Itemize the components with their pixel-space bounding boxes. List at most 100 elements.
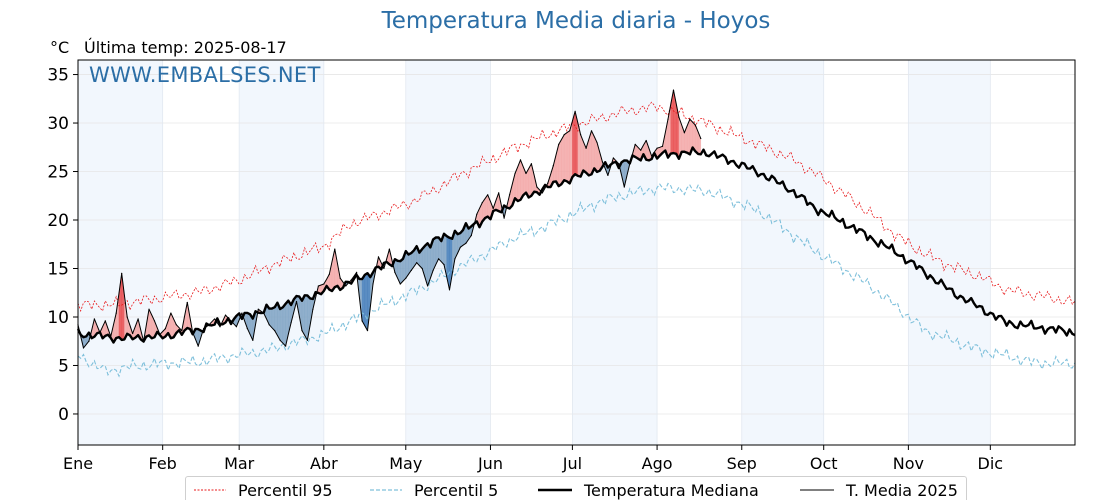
current-point: [579, 134, 582, 136]
y-tick-label: 35: [47, 66, 69, 86]
current-point: [295, 300, 298, 303]
current-point: [525, 172, 527, 175]
current-point: [279, 339, 281, 341]
legend-label-p5: Percentil 5: [414, 480, 499, 500]
anomaly-fill-segment: [364, 272, 368, 332]
current-point: [590, 130, 593, 132]
anomaly-fill-segment: [561, 133, 565, 185]
current-point: [661, 145, 664, 147]
anomaly-fill-segment: [279, 306, 284, 344]
current-point: [437, 258, 440, 260]
series-median-line: [76, 146, 1076, 344]
current-point: [115, 312, 117, 314]
current-point: [257, 308, 259, 310]
x-tick-label-jul: Jul: [562, 454, 582, 473]
current-point: [530, 163, 533, 165]
current-point: [192, 331, 194, 334]
current-point: [328, 273, 330, 275]
y-tick-label: 20: [47, 211, 69, 231]
current-point: [405, 277, 407, 279]
current-point: [148, 308, 150, 310]
current-point: [345, 285, 347, 287]
x-tick-label-ene: Ene: [63, 454, 93, 473]
current-point: [208, 324, 210, 326]
current-point: [640, 149, 642, 151]
current-point: [454, 258, 456, 260]
month-band-ene: [78, 60, 163, 445]
current-point: [427, 285, 429, 287]
current-point: [284, 345, 287, 347]
current-point: [607, 174, 609, 177]
anomaly-fill-segment: [566, 130, 570, 184]
x-tick-label-may: May: [389, 454, 422, 473]
current-point: [498, 192, 500, 194]
current-point: [252, 339, 254, 341]
current-point: [197, 345, 199, 347]
x-tick-label-dic: Dic: [978, 454, 1004, 473]
y-tick-label: 5: [58, 356, 69, 376]
current-point: [569, 130, 571, 132]
current-point: [334, 248, 336, 250]
x-tick-label-feb: Feb: [149, 454, 177, 473]
current-point: [694, 124, 696, 126]
month-band-mar: [239, 60, 324, 445]
watermark: WWW.EMBALSES.NET: [89, 63, 321, 87]
current-point: [372, 283, 374, 285]
current-point: [678, 116, 680, 118]
current-point: [126, 316, 128, 318]
current-point: [350, 279, 352, 281]
anomaly-fill-segment: [361, 274, 366, 327]
current-point: [181, 329, 183, 332]
current-point: [465, 242, 467, 244]
current-point: [612, 157, 614, 159]
current-point: [142, 340, 145, 342]
current-point: [656, 147, 658, 149]
current-point: [224, 314, 227, 316]
current-point: [683, 132, 685, 134]
current-point: [82, 347, 85, 349]
current-point: [93, 318, 95, 320]
current-point: [268, 324, 270, 326]
current-point: [383, 267, 385, 270]
plot-frame: [77, 59, 1076, 446]
last-temp-info: Última temp: 2025-08-17: [84, 38, 287, 57]
legend-label-median: Temperatura Mediana: [584, 480, 759, 500]
current-point: [153, 320, 156, 322]
current-point: [519, 159, 522, 161]
current-point: [175, 324, 177, 326]
chart-title: Temperatura Media diaria - Hoyos: [381, 8, 771, 34]
current-point: [547, 182, 549, 184]
current-point: [104, 320, 106, 322]
current-point: [492, 207, 494, 209]
current-point: [503, 217, 505, 219]
x-tick-label-sep: Sep: [727, 454, 757, 473]
legend-label-current: T. Media 2025: [846, 480, 958, 500]
current-point: [623, 186, 625, 188]
series-p95-line: [77, 101, 1076, 313]
current-point: [629, 163, 631, 165]
current-point: [432, 269, 434, 272]
current-point: [508, 194, 511, 196]
current-point: [552, 165, 554, 167]
current-point: [99, 331, 101, 334]
current-point: [203, 328, 205, 330]
current-point: [645, 139, 647, 142]
current-point: [443, 264, 445, 266]
anomaly-fill-segment: [558, 138, 562, 187]
legend-item-median: Temperatura Mediana: [538, 480, 759, 500]
current-point: [361, 320, 363, 322]
current-point: [481, 201, 483, 204]
anomaly-fill-segment: [282, 303, 286, 347]
current-point: [110, 335, 112, 337]
current-point: [541, 192, 543, 194]
current-point: [213, 318, 216, 320]
current-point: [585, 147, 587, 149]
current-point: [596, 141, 598, 144]
current-point: [394, 271, 396, 273]
x-tick-label-mar: Mar: [224, 454, 255, 473]
current-point: [121, 272, 123, 274]
current-point: [618, 163, 620, 165]
x-tick-label-abr: Abr: [310, 454, 338, 473]
legend-item-p5: Percentil 5: [370, 480, 498, 500]
